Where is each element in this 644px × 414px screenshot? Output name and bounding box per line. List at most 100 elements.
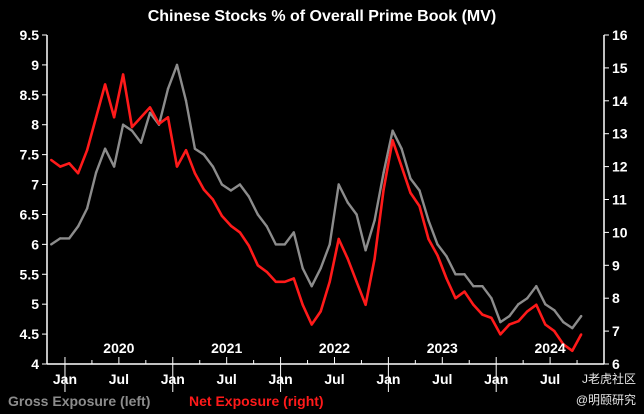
gross-exposure-point xyxy=(355,213,358,216)
gross-exposure-point xyxy=(103,147,107,150)
net-exposure-point xyxy=(59,165,62,168)
net-exposure-point xyxy=(121,73,125,76)
gross-exposure-point xyxy=(310,285,313,288)
net-exposure-point xyxy=(481,313,484,316)
net-exposure-point xyxy=(211,198,215,201)
year-labels: 2020 2021 2022 2023 2024 xyxy=(103,340,566,356)
gross-exposure-point xyxy=(346,201,349,204)
left-tick-label: 5.5 xyxy=(20,266,40,282)
gross-exposure-point xyxy=(76,225,80,228)
gross-exposure-point xyxy=(229,189,233,192)
left-tick-label: 4 xyxy=(31,356,39,372)
net-exposure-point xyxy=(175,165,179,168)
year-label: 2024 xyxy=(535,340,566,356)
gross-exposure-point xyxy=(148,111,152,115)
net-exposure-point xyxy=(112,116,116,119)
x-tick-label: Jul xyxy=(540,371,560,387)
net-exposure-point xyxy=(184,149,188,152)
net-exposure-point xyxy=(499,333,502,336)
gross-exposure-point xyxy=(508,314,511,318)
net-exposure-point xyxy=(517,320,520,323)
gross-exposure-line xyxy=(50,63,583,330)
left-tick-label: 6.5 xyxy=(20,206,40,222)
gross-exposure-point xyxy=(274,243,277,246)
plot-frame xyxy=(46,35,605,365)
net-exposure-point xyxy=(283,280,286,283)
net-exposure-point xyxy=(292,277,295,280)
left-tick-label: 7.5 xyxy=(20,147,40,163)
net-exposure-point xyxy=(337,237,340,241)
net-exposure-point xyxy=(130,125,134,129)
x-tick-label: Jul xyxy=(109,371,129,387)
net-exposure-point xyxy=(373,257,376,260)
right-tick-label: 15 xyxy=(612,60,628,76)
left-tick-label: 9 xyxy=(31,57,39,73)
watermark-logo: J老虎社区 xyxy=(582,371,636,386)
right-tick-label: 12 xyxy=(612,159,628,175)
net-exposure-point xyxy=(445,277,448,280)
net-exposure-point xyxy=(328,280,331,283)
gross-exposure-point xyxy=(571,326,574,330)
gross-exposure-point xyxy=(301,267,304,270)
net-exposure-point xyxy=(535,303,538,306)
gross-exposure-point xyxy=(175,63,179,67)
gross-exposure-point xyxy=(193,147,197,150)
gross-exposure-point xyxy=(481,285,484,288)
net-exposure-point xyxy=(553,329,556,333)
net-exposure-point xyxy=(139,116,143,119)
gross-exposure-point xyxy=(382,171,385,174)
gross-exposure-point xyxy=(580,314,583,318)
right-axis: 16 15 14 13 12 11 10 9 8 7 6 xyxy=(604,27,628,372)
gross-exposure-point xyxy=(418,189,421,192)
gross-exposure-point xyxy=(526,297,529,300)
net-exposure-point xyxy=(148,106,152,109)
net-exposure-point xyxy=(103,83,107,86)
gross-exposure-point xyxy=(68,237,71,240)
right-tick-label: 6 xyxy=(612,356,620,372)
net-exposure-point xyxy=(562,343,565,346)
year-label: 2023 xyxy=(427,340,458,356)
net-exposure-point xyxy=(463,290,466,293)
right-tick-label: 13 xyxy=(612,126,628,142)
right-tick-label: 10 xyxy=(612,224,628,240)
net-exposure-point xyxy=(580,333,583,336)
chart-title: Chinese Stocks % of Overall Prime Book (… xyxy=(148,8,497,25)
net-exposure-point xyxy=(94,116,98,119)
year-label: 2022 xyxy=(319,340,350,356)
net-exposure-point xyxy=(436,254,439,257)
net-exposure-point xyxy=(418,204,421,208)
net-exposure-point xyxy=(472,303,475,306)
gross-exposure-point xyxy=(400,147,403,150)
net-exposure-point xyxy=(247,244,250,247)
left-tick-label: 8 xyxy=(31,117,39,133)
gross-exposure-point xyxy=(184,99,188,103)
gross-exposure-point xyxy=(139,141,143,144)
left-tick-label: 6 xyxy=(31,236,39,252)
year-label: 2020 xyxy=(103,340,134,356)
net-exposure-point xyxy=(409,191,412,195)
gross-exposure-point xyxy=(202,153,206,156)
gross-exposure-point xyxy=(490,297,493,300)
net-exposure-point xyxy=(85,149,89,152)
right-tick-label: 16 xyxy=(612,27,628,43)
gross-exposure-point xyxy=(112,165,116,168)
net-exposure-point xyxy=(364,303,367,306)
right-tick-label: 11 xyxy=(612,192,627,208)
net-exposure-point xyxy=(256,264,259,267)
net-exposure-point xyxy=(238,231,242,234)
net-exposure-point xyxy=(68,162,71,165)
net-exposure-point xyxy=(301,303,304,306)
left-tick-label: 5 xyxy=(31,296,39,312)
net-exposure-point xyxy=(166,116,170,119)
gross-exposure-point xyxy=(553,309,556,312)
gross-exposure-point xyxy=(445,255,448,258)
gross-exposure-point xyxy=(247,195,250,198)
left-tick-label: 8.5 xyxy=(20,87,40,103)
gross-exposure-point xyxy=(292,231,295,234)
right-tick-label: 7 xyxy=(612,323,620,339)
x-axis: Jan Jul Jan Jul Jan Jul Jan Jul Jan Jul xyxy=(53,357,578,392)
series-layer xyxy=(50,63,583,353)
net-exposure-point xyxy=(220,214,224,218)
net-exposure-point xyxy=(544,323,547,326)
